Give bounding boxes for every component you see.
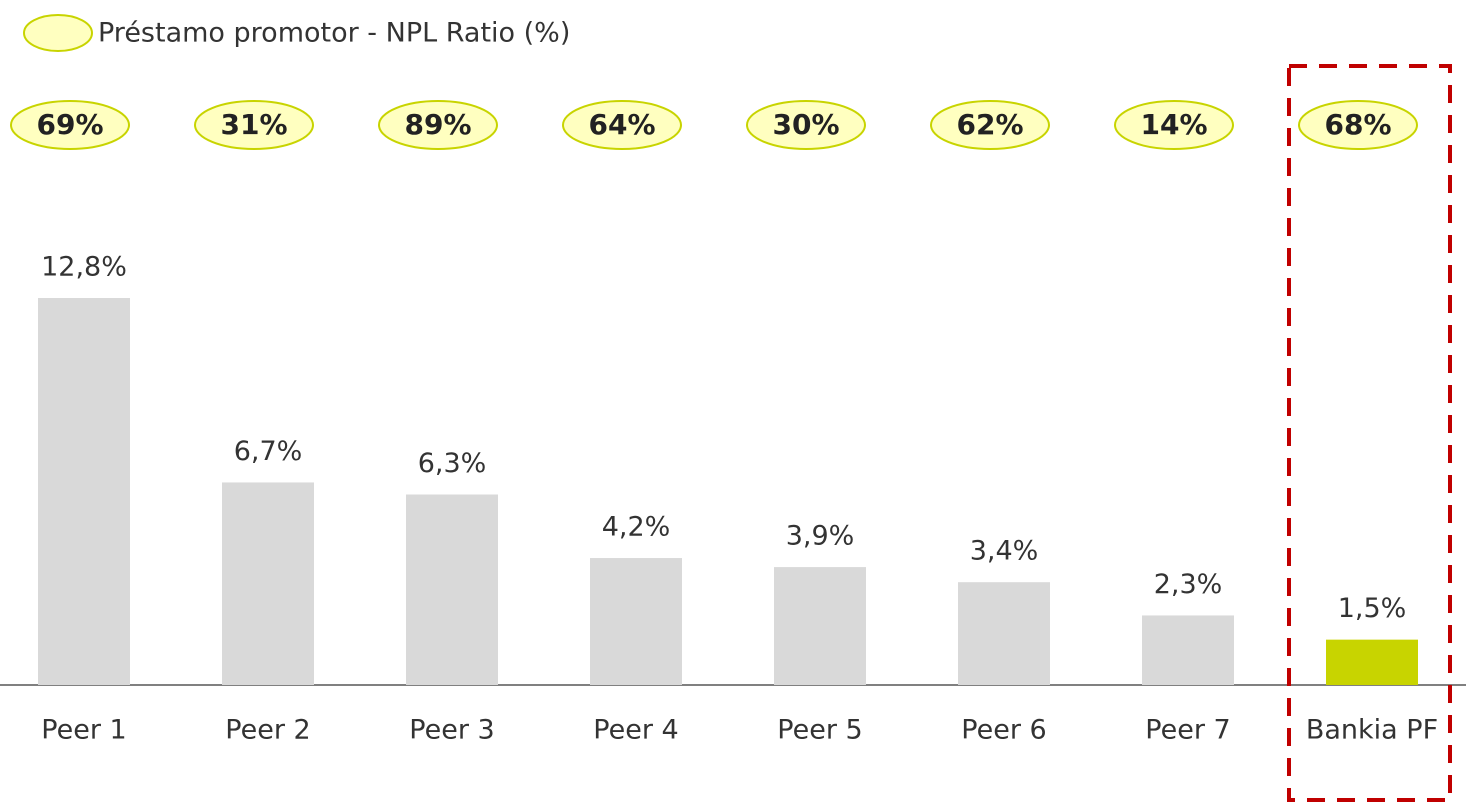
x-tick-label: Peer 4 <box>593 715 678 746</box>
value-label: 12,8% <box>41 252 127 283</box>
x-tick-label: Peer 2 <box>225 715 310 746</box>
npl-label: 30% <box>772 108 839 141</box>
legend-icon <box>23 14 93 52</box>
npl-badge <box>378 100 498 150</box>
npl-label: 31% <box>220 108 287 141</box>
npl-label: 69% <box>36 108 103 141</box>
value-label: 3,4% <box>970 536 1039 567</box>
bar <box>222 482 314 685</box>
npl-label: 89% <box>404 108 471 141</box>
npl-label: 64% <box>588 108 655 141</box>
npl-label: 62% <box>956 108 1023 141</box>
bar <box>1142 615 1234 685</box>
x-tick-label: Bankia PF <box>1306 715 1438 746</box>
npl-badge <box>194 100 314 150</box>
legend-label: Préstamo promotor - NPL Ratio (%) <box>98 18 570 49</box>
highlight-box <box>1287 64 1452 802</box>
bar <box>590 558 682 685</box>
value-label: 3,9% <box>786 521 855 552</box>
bar <box>38 298 130 685</box>
value-label: 4,2% <box>602 512 671 543</box>
npl-label: 14% <box>1140 108 1207 141</box>
x-tick-label: Peer 3 <box>409 715 494 746</box>
bar <box>1326 639 1418 685</box>
npl-badge <box>10 100 130 150</box>
value-label: 6,7% <box>234 436 303 467</box>
npl-label: 68% <box>1324 108 1391 141</box>
npl-badge <box>562 100 682 150</box>
value-label: 6,3% <box>418 448 487 479</box>
npl-badge <box>930 100 1050 150</box>
x-tick-label: Peer 5 <box>777 715 862 746</box>
value-label: 2,3% <box>1154 569 1223 600</box>
x-tick-label: Peer 6 <box>961 715 1046 746</box>
bar <box>774 567 866 685</box>
npl-badge <box>1114 100 1234 150</box>
x-tick-label: Peer 7 <box>1145 715 1230 746</box>
npl-badge <box>746 100 866 150</box>
bar <box>958 582 1050 685</box>
x-tick-label: Peer 1 <box>41 715 126 746</box>
npl-badge <box>1298 100 1418 150</box>
bar <box>406 494 498 685</box>
value-label: 1,5% <box>1338 593 1407 624</box>
